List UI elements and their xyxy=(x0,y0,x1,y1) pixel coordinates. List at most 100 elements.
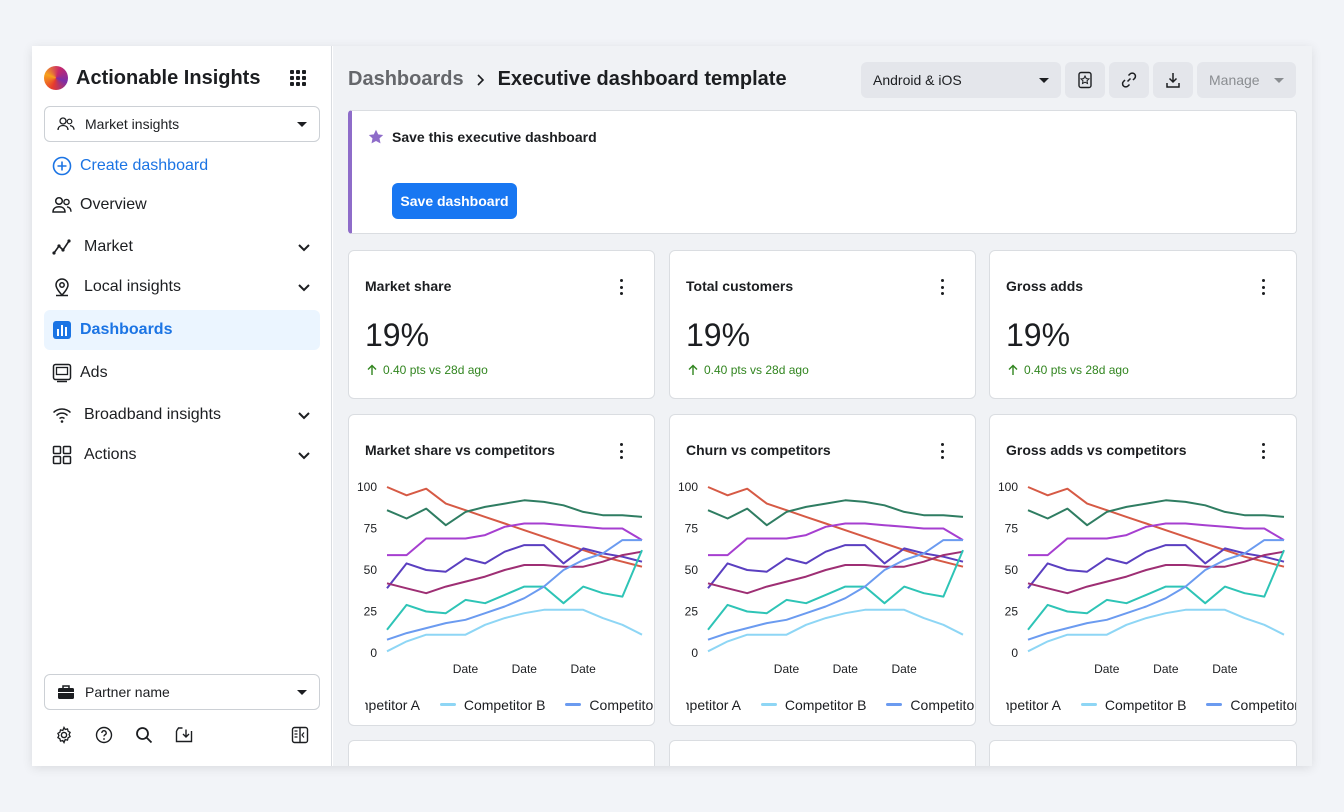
series-line[interactable] xyxy=(1028,522,1285,557)
y-tick-label: 0 xyxy=(691,646,698,660)
series-line[interactable] xyxy=(708,522,964,557)
chevron-down-icon[interactable] xyxy=(296,279,312,295)
series-line[interactable] xyxy=(707,608,964,653)
x-tick-label: Date xyxy=(1094,662,1120,676)
legend-item[interactable]: Competitor C xyxy=(886,697,975,713)
series-line[interactable] xyxy=(386,544,643,589)
series-line[interactable] xyxy=(1027,608,1285,653)
y-tick-label: 0 xyxy=(1011,646,1018,660)
download-button[interactable] xyxy=(1153,62,1193,98)
chart-legend: Competitor A Competitor B Competitor C xyxy=(365,693,654,713)
series-line[interactable] xyxy=(1027,549,1285,631)
series-line[interactable] xyxy=(1027,499,1285,527)
legend-label: Competitor A xyxy=(365,696,420,713)
workspace-select[interactable]: Market insights xyxy=(44,106,320,142)
sidebar-item-ads[interactable]: Ads xyxy=(44,353,320,393)
legend-item[interactable]: Competitor B xyxy=(760,697,867,713)
series-line[interactable] xyxy=(707,549,964,631)
legend-label: Competitor B xyxy=(1104,696,1187,713)
x-tick-label: Date xyxy=(833,662,859,676)
inbox-download-icon[interactable] xyxy=(175,726,193,744)
main-content: Dashboards Executive dashboard template … xyxy=(333,46,1312,766)
series-line[interactable] xyxy=(386,499,643,527)
create-dashboard-label: Create dashboard xyxy=(80,157,209,174)
bookmark-button[interactable] xyxy=(1065,62,1105,98)
y-tick-label: 75 xyxy=(1005,522,1019,536)
more-options-icon[interactable] xyxy=(941,279,945,295)
manage-button[interactable]: Manage xyxy=(1197,62,1296,98)
link-icon xyxy=(1121,72,1137,88)
chevron-right-icon xyxy=(477,73,484,86)
sidebar-item-label: Ads xyxy=(80,364,108,381)
partner-label: Partner name xyxy=(85,684,170,700)
series-line[interactable] xyxy=(707,486,964,568)
series-line[interactable] xyxy=(707,499,964,527)
series-line[interactable] xyxy=(1027,486,1285,568)
more-options-icon[interactable] xyxy=(1262,279,1266,295)
series-line[interactable] xyxy=(386,486,643,568)
legend-item[interactable]: Competitor B xyxy=(1080,696,1187,713)
y-tick-label: 50 xyxy=(1005,563,1019,577)
series-line[interactable] xyxy=(707,539,963,641)
app-name: Actionable Insights xyxy=(76,66,261,89)
sidebar-item-broadband-insights[interactable]: Broadband insights xyxy=(44,395,320,435)
sidebar-item-label: Overview xyxy=(80,196,147,213)
chevron-down-icon[interactable] xyxy=(296,239,312,255)
create-dashboard-link[interactable]: Create dashboard xyxy=(44,146,320,186)
series-line[interactable] xyxy=(1027,539,1284,641)
settings-icon[interactable] xyxy=(55,726,73,744)
save-dashboard-button[interactable]: Save dashboard xyxy=(392,183,517,219)
arrow-up-icon xyxy=(367,364,377,375)
y-tick-label: 100 xyxy=(998,480,1018,494)
series-line[interactable] xyxy=(386,539,642,641)
legend-item[interactable]: Competitor C xyxy=(565,697,654,713)
card-title: Gross adds vs competitors xyxy=(1006,442,1187,458)
brand[interactable]: Actionable Insights xyxy=(44,65,260,91)
sidebar-item-actions[interactable]: Actions xyxy=(44,435,320,475)
dashboard-card xyxy=(989,740,1297,766)
legend-item[interactable]: Competitor B xyxy=(439,697,546,713)
help-icon[interactable] xyxy=(95,726,113,744)
legend-item[interactable]: Competitor A xyxy=(365,697,420,713)
panel-toggle-icon[interactable] xyxy=(291,726,309,744)
card-title: Market share xyxy=(365,278,452,294)
chevron-down-icon[interactable] xyxy=(296,447,312,463)
chevron-down-icon[interactable] xyxy=(296,407,312,423)
card-title: Gross adds xyxy=(1006,278,1084,294)
chart-legend: Competitor A Competitor B Competitor C xyxy=(686,693,975,713)
series-line[interactable] xyxy=(387,522,643,557)
series-line[interactable] xyxy=(386,549,643,631)
sidebar-item-dashboards[interactable]: Dashboards xyxy=(44,310,320,350)
legend-swatch xyxy=(886,703,903,706)
series-line[interactable] xyxy=(707,544,964,589)
series-line[interactable] xyxy=(386,550,643,595)
legend-item[interactable]: Competitor A xyxy=(1006,697,1061,713)
copy-link-button[interactable] xyxy=(1109,62,1149,98)
partner-select[interactable]: Partner name xyxy=(44,674,320,710)
legend-item[interactable]: Competitor A xyxy=(686,697,741,713)
platform-label: Android & iOS xyxy=(873,72,962,88)
y-tick-label: 75 xyxy=(364,522,378,536)
series-line[interactable] xyxy=(707,550,964,595)
search-icon[interactable] xyxy=(135,726,153,744)
save-banner: Save this executive dashboard Save dashb… xyxy=(348,110,1297,234)
platform-select[interactable]: Android & iOS xyxy=(861,62,1061,98)
more-options-icon[interactable] xyxy=(620,279,624,295)
people-icon xyxy=(57,117,75,131)
manage-label: Manage xyxy=(1209,72,1260,88)
series-line[interactable] xyxy=(386,608,643,653)
series-line[interactable] xyxy=(1027,544,1285,589)
apps-grid-icon[interactable] xyxy=(290,70,306,86)
x-tick-label: Date xyxy=(774,662,800,676)
sidebar-item-market[interactable]: Market xyxy=(44,227,320,267)
legend-item[interactable]: Competitor C xyxy=(1206,697,1296,713)
sidebar-item-overview[interactable]: Overview xyxy=(44,185,320,225)
more-options-icon[interactable] xyxy=(941,443,945,459)
more-options-icon[interactable] xyxy=(620,443,624,459)
breadcrumb-root[interactable]: Dashboards xyxy=(348,68,464,90)
more-options-icon[interactable] xyxy=(1262,443,1266,459)
sidebar-item-local-insights[interactable]: Local insights xyxy=(44,267,320,307)
series-line[interactable] xyxy=(1027,550,1285,595)
legend-label: Competitor A xyxy=(1006,696,1061,713)
